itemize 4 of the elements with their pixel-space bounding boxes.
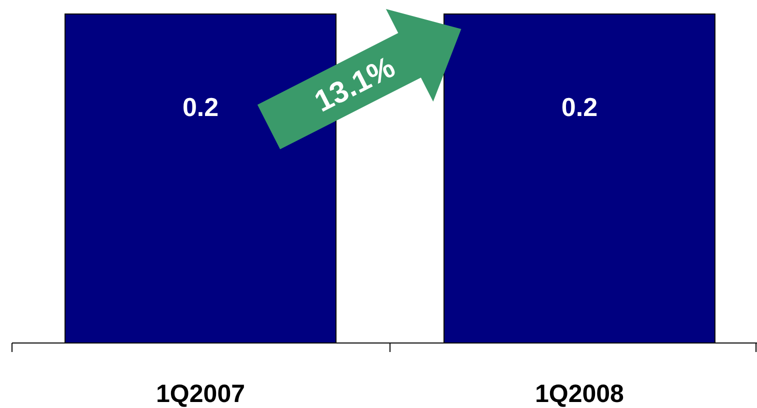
- data-label: 0.2: [561, 92, 598, 122]
- x-tick-label: 1Q2007: [156, 380, 246, 408]
- data-label: 0.2: [182, 92, 219, 122]
- x-tick-label: 1Q2008: [534, 380, 624, 408]
